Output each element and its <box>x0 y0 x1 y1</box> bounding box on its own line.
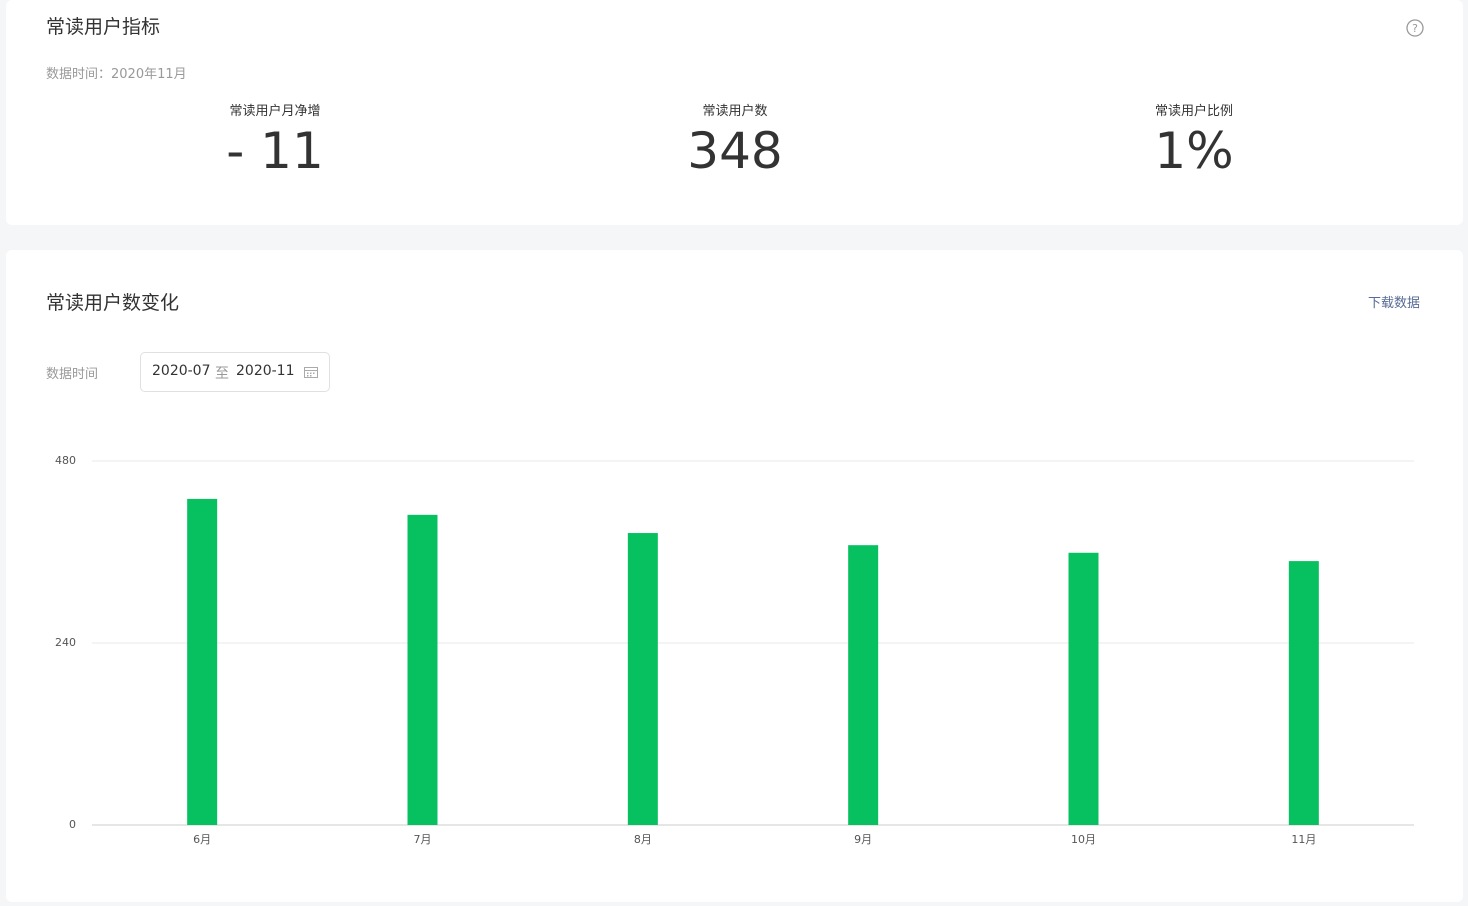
date-start: 2020-07 <box>152 363 211 379</box>
metrics-card: 常读用户指标 ? 数据时间：2020年11月 常读用户月净增 - 11 常读用户… <box>6 0 1463 225</box>
bar <box>627 533 658 825</box>
bar <box>187 498 218 825</box>
help-icon[interactable]: ? <box>1405 18 1425 38</box>
date-end: 2020-11 <box>236 363 295 379</box>
metric-label: 常读用户月净增 <box>229 104 321 119</box>
metric-label: 常读用户比例 <box>1154 104 1233 119</box>
bar <box>1288 561 1319 825</box>
card-title: 常读用户指标 <box>46 16 161 38</box>
metric-value: 1% <box>1154 122 1234 180</box>
y-tick-label: 240 <box>55 636 76 649</box>
metric-value: - 11 <box>226 122 324 180</box>
x-tick-label: 11月 <box>1291 833 1316 846</box>
y-tick-label: 0 <box>69 818 76 831</box>
metric-value: 348 <box>687 122 783 180</box>
x-tick-label: 7月 <box>414 833 432 846</box>
calendar-icon <box>304 367 318 378</box>
filter-label: 数据时间 <box>46 367 99 382</box>
download-link[interactable]: 下载数据 <box>1368 296 1421 311</box>
bar <box>1068 552 1099 825</box>
data-time: 数据时间：2020年11月 <box>46 67 187 82</box>
svg-text:?: ? <box>1412 22 1418 35</box>
chart-card: 常读用户数变化 下载数据 数据时间 2020-07 至 2020-11 <box>6 250 1463 902</box>
x-tick-label: 6月 <box>193 833 211 846</box>
x-tick-label: 10月 <box>1071 833 1096 846</box>
y-tick-label: 480 <box>55 454 76 467</box>
bar <box>848 545 879 825</box>
x-tick-label: 8月 <box>634 833 652 846</box>
card-title: 常读用户数变化 <box>46 292 180 314</box>
date-separator: 至 <box>215 366 229 382</box>
metric-label: 常读用户数 <box>702 104 768 119</box>
x-tick-label: 9月 <box>854 833 872 846</box>
bar <box>407 514 438 825</box>
date-range-picker[interactable]: 2020-07 至 2020-11 <box>140 352 330 392</box>
